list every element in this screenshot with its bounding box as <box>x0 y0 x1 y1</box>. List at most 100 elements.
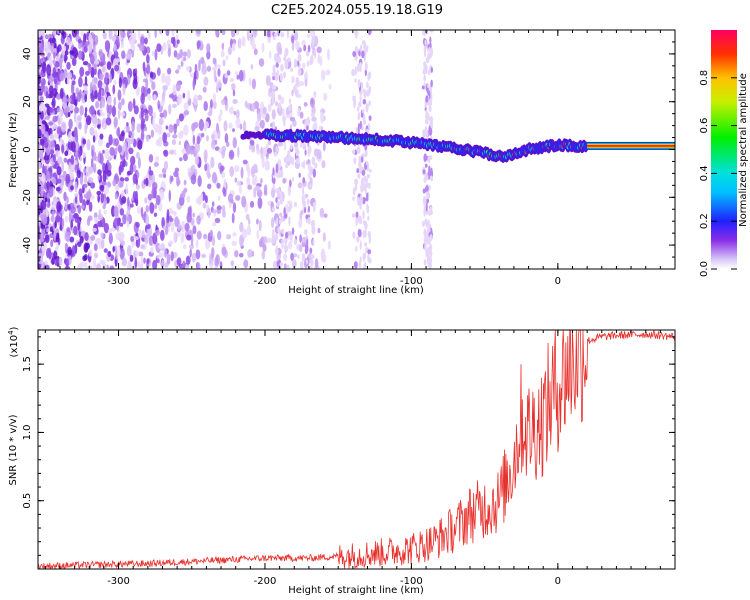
noise-speck <box>85 70 90 76</box>
noise-speck <box>235 195 241 201</box>
noise-speck <box>84 174 88 184</box>
noise-speck <box>172 134 178 139</box>
noise-speck <box>158 30 163 35</box>
noise-speck <box>226 141 230 147</box>
noise-speck <box>304 77 308 87</box>
noise-speck <box>425 185 429 192</box>
noise-speck <box>176 118 180 127</box>
noise-speck <box>283 213 288 219</box>
noise-speck <box>182 56 187 62</box>
noise-speck <box>310 54 314 65</box>
noise-speck <box>121 98 125 106</box>
noise-speck <box>278 191 281 197</box>
noise-speck <box>423 66 426 73</box>
noise-speck <box>221 246 227 256</box>
noise-speck <box>221 149 225 159</box>
noise-speck <box>196 135 201 145</box>
noise-speck <box>97 153 101 163</box>
noise-speck <box>183 244 187 250</box>
noise-speck <box>48 121 54 126</box>
heatmap-y-ticks: -40 -20 0 20 40 <box>22 29 675 270</box>
noise-speck <box>304 73 307 80</box>
noise-speck <box>56 45 60 54</box>
noise-speck <box>422 188 426 194</box>
noise-speck <box>213 68 217 81</box>
noise-speck <box>45 90 49 99</box>
noise-speck <box>181 148 186 155</box>
noise-speck <box>67 246 72 256</box>
noise-speck <box>355 245 358 252</box>
noise-speck <box>217 81 222 89</box>
noise-speck <box>71 30 77 38</box>
noise-speck <box>70 165 76 171</box>
noise-speck <box>430 79 433 88</box>
noise-speck <box>216 182 221 189</box>
noise-speck <box>317 227 321 234</box>
noise-speck <box>135 250 140 257</box>
noise-speck <box>95 34 99 46</box>
noise-speck <box>427 219 430 228</box>
noise-speck <box>152 259 158 269</box>
noise-speck <box>137 139 143 150</box>
noise-speck <box>366 173 371 179</box>
noise-speck <box>99 73 104 81</box>
noise-speck <box>354 78 357 83</box>
noise-speck <box>283 263 287 269</box>
noise-speck <box>228 122 233 129</box>
noise-speck <box>133 72 138 85</box>
noise-speck <box>227 193 234 203</box>
noise-speck <box>424 172 428 180</box>
noise-speck <box>195 249 201 260</box>
noise-speck <box>96 263 102 269</box>
noise-speck <box>312 168 316 178</box>
noise-speck <box>266 152 269 158</box>
noise-speck <box>279 212 283 218</box>
noise-speck <box>423 259 427 266</box>
noise-speck <box>140 36 145 47</box>
noise-speck <box>60 121 67 133</box>
noise-speck <box>89 105 95 117</box>
noise-speck <box>231 83 236 91</box>
noise-speck <box>278 56 281 63</box>
noise-speck <box>61 217 65 228</box>
noise-speck <box>161 216 165 229</box>
noise-speck <box>44 197 48 203</box>
noise-speck <box>239 221 244 233</box>
noise-speck <box>300 260 304 269</box>
figure-title: C2E5.2024.055.19.18.G19 <box>271 3 443 18</box>
noise-speck <box>228 149 235 160</box>
noise-speck <box>117 101 122 111</box>
noise-speck <box>128 131 133 136</box>
noise-speck <box>303 44 307 52</box>
noise-speck <box>172 36 176 48</box>
noise-speck <box>157 124 163 135</box>
noise-speck <box>44 103 50 108</box>
noise-speck <box>57 117 61 126</box>
noise-speck <box>87 62 91 67</box>
noise-speck <box>208 253 212 265</box>
noise-speck <box>289 203 293 209</box>
noise-speck <box>38 257 41 262</box>
noise-speck <box>428 105 432 113</box>
noise-speck <box>297 68 302 76</box>
noise-speck <box>283 71 287 79</box>
noise-speck <box>106 169 112 177</box>
noise-speck <box>97 91 102 102</box>
noise-speck <box>38 225 41 235</box>
noise-speck <box>361 40 366 46</box>
noise-speck <box>183 187 188 193</box>
noise-speck <box>192 225 197 235</box>
noise-speck <box>304 149 307 156</box>
noise-speck <box>203 76 209 86</box>
noise-speck <box>358 160 362 168</box>
noise-speck <box>118 77 122 88</box>
noise-speck <box>46 228 50 233</box>
noise-speck <box>267 140 272 146</box>
noise-speck <box>109 146 115 156</box>
noise-speck <box>305 218 308 224</box>
noise-speck <box>173 123 177 135</box>
noise-speck <box>168 103 172 115</box>
noise-speck <box>129 203 134 208</box>
noise-speck <box>38 172 43 178</box>
x-tick-label: 0 <box>555 576 561 587</box>
